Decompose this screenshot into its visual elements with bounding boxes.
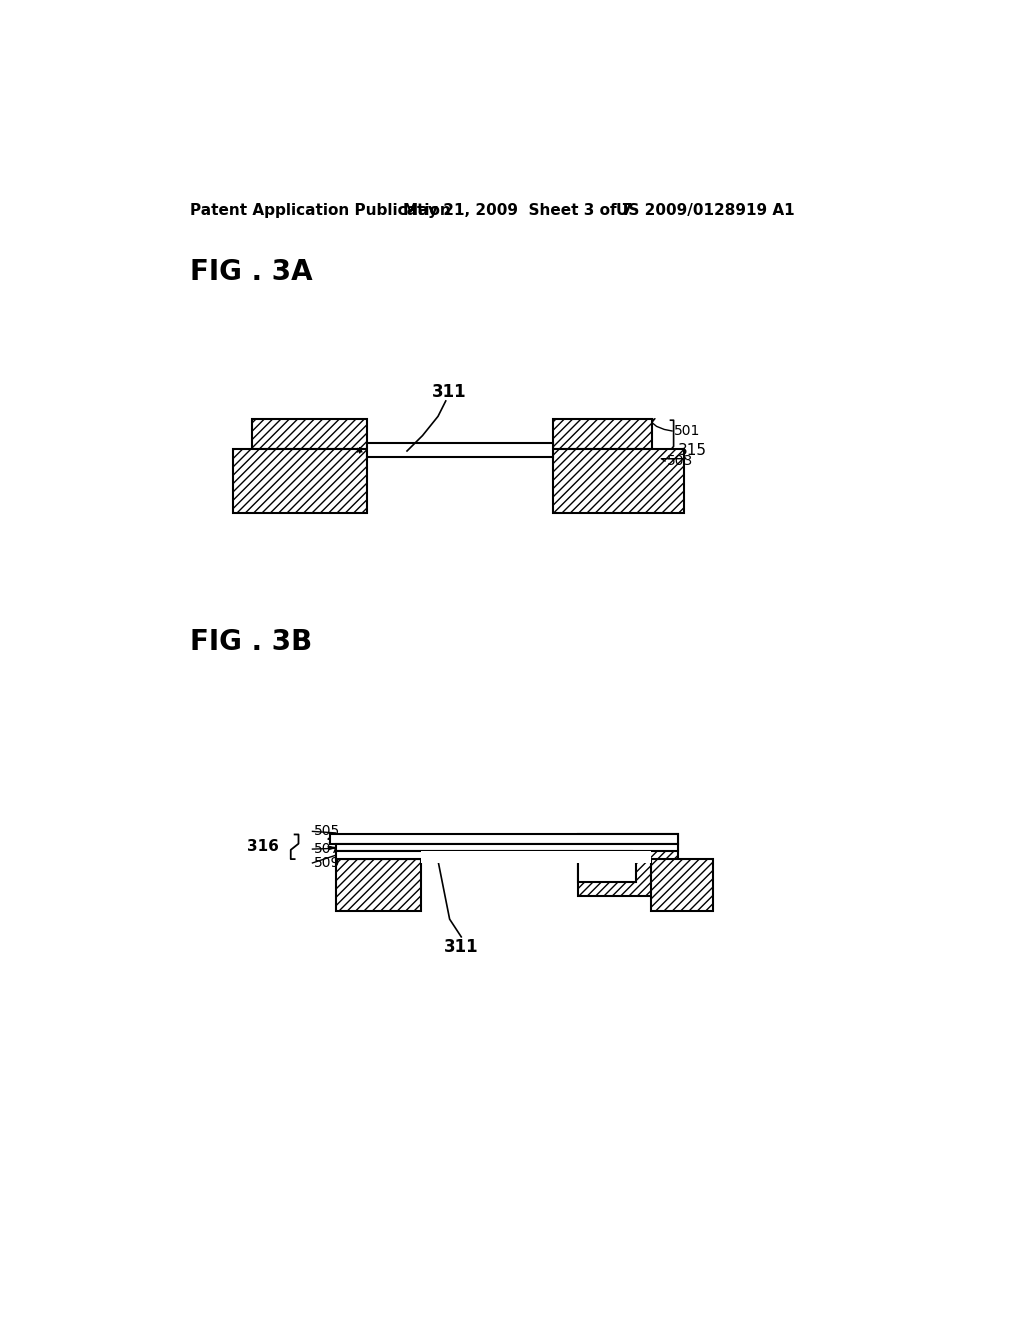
Bar	[330, 834, 678, 843]
Bar	[232, 449, 367, 512]
Bar	[252, 418, 367, 449]
Bar	[421, 851, 651, 863]
Text: US 2009/0128919 A1: US 2009/0128919 A1	[616, 203, 795, 218]
Bar	[336, 859, 421, 911]
Text: FIG . 3A: FIG . 3A	[190, 259, 312, 286]
Bar	[336, 851, 632, 859]
Text: 509: 509	[314, 855, 340, 870]
Bar	[651, 859, 713, 911]
Text: 501: 501	[674, 424, 700, 438]
Text: 315: 315	[678, 442, 708, 458]
Text: t: t	[364, 444, 370, 458]
Text: 505: 505	[314, 825, 340, 838]
Bar	[336, 843, 678, 851]
Bar	[578, 859, 636, 882]
Text: 503: 503	[667, 454, 693, 469]
Text: 507: 507	[314, 842, 340, 857]
Bar	[553, 449, 684, 512]
Text: Patent Application Publication: Patent Application Publication	[190, 203, 451, 218]
Bar	[578, 834, 678, 896]
Text: May 21, 2009  Sheet 3 of 7: May 21, 2009 Sheet 3 of 7	[403, 203, 633, 218]
Bar	[553, 418, 652, 449]
Text: 311: 311	[432, 383, 467, 401]
Text: 311: 311	[444, 939, 478, 957]
Text: 316: 316	[247, 840, 280, 854]
Bar	[367, 444, 553, 457]
Text: FIG . 3B: FIG . 3B	[190, 628, 312, 656]
